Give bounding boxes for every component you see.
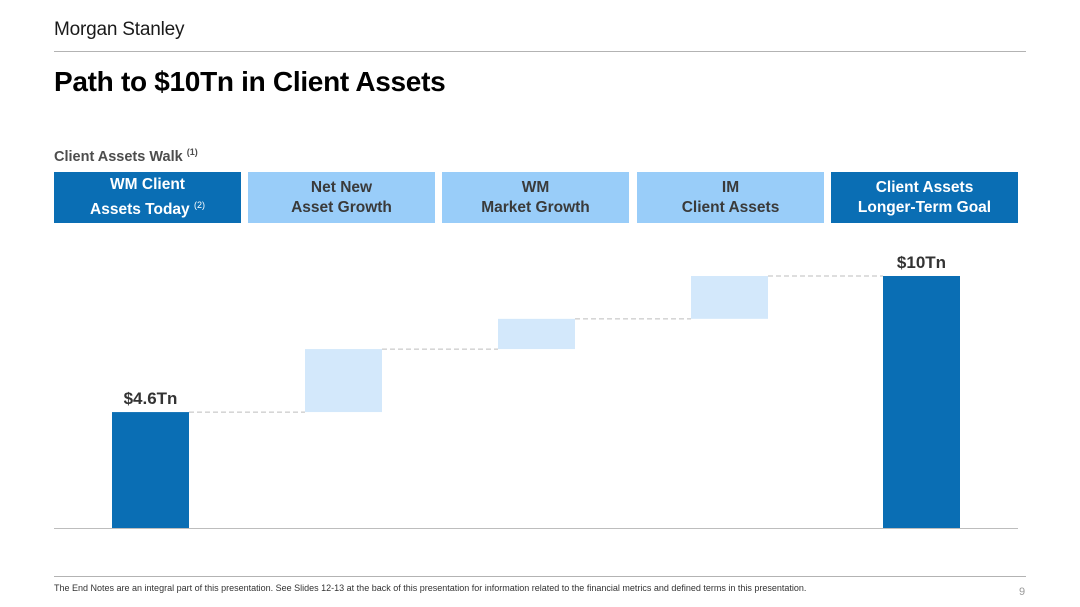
bar-value-label: $4.6Tn <box>124 389 178 408</box>
column-header-net-new-assets: Net New Asset Growth <box>248 172 435 223</box>
column-header-line2: Asset Growth <box>291 198 392 216</box>
chart-subtitle-note: (1) <box>186 147 198 157</box>
chart-subtitle: Client Assets Walk (1) <box>54 147 198 165</box>
column-header-wm-market-growth: WM Market Growth <box>442 172 629 223</box>
column-header-line2: Client Assets <box>681 198 780 216</box>
column-header-line2: Assets Today (2) <box>90 199 205 219</box>
column-header-note: (2) <box>193 199 205 210</box>
column-header-line1: WM Client <box>110 175 185 193</box>
bar-value-label: $10Tn <box>897 253 946 272</box>
column-header-longer-term-goal: Client Assets Longer-Term Goal <box>831 172 1018 223</box>
footnote: The End Notes are an integral part of th… <box>54 583 807 593</box>
column-header-line2: Market Growth <box>481 198 590 216</box>
waterfall-bar <box>883 276 960 528</box>
column-header-line1: Net New <box>310 178 373 196</box>
waterfall-bar <box>305 349 382 413</box>
waterfall-bar <box>691 276 768 319</box>
column-header-line2: Longer-Term Goal <box>857 198 992 216</box>
chart-subtitle-text: Client Assets Walk <box>54 148 183 165</box>
column-header-line1: IM <box>721 178 740 196</box>
header-divider <box>54 51 1026 52</box>
morgan-stanley-logo: Morgan Stanley <box>54 19 185 40</box>
column-header-line1: Client Assets <box>875 178 974 196</box>
column-header-line1: WM <box>521 178 550 196</box>
page-number: 9 <box>1019 586 1026 598</box>
page-title: Path to $10Tn in Client Assets <box>54 66 446 97</box>
column-header-im-client-assets: IM Client Assets <box>637 172 824 223</box>
waterfall-bar <box>498 318 575 350</box>
waterfall-bar <box>112 412 189 528</box>
footer-divider <box>54 576 1026 577</box>
column-header-wm-assets-today: WM Client Assets Today (2) <box>54 172 241 223</box>
